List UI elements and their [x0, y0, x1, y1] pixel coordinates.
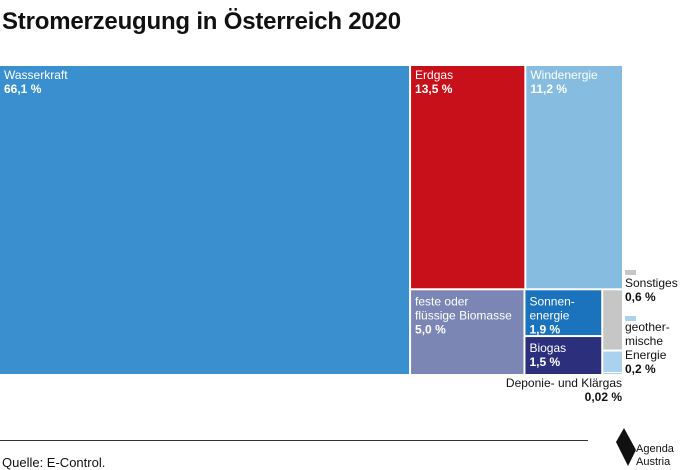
label-geothermie-2: Energie [625, 348, 667, 362]
tile-sonstiges [603, 290, 622, 350]
value-deponie: 0,02 % [585, 390, 623, 404]
label-biogas: Biogas [529, 341, 566, 355]
logo-mark-icon [616, 428, 636, 466]
tile-sonnenenergie [525, 290, 602, 336]
tile-windenergie [526, 66, 622, 289]
tile-biogas [525, 337, 602, 374]
label-sonnenenergie-1: energie [529, 308, 569, 322]
tile-deponie [603, 373, 622, 374]
label-sonstiges: Sonstiges [625, 276, 678, 290]
footer-divider [0, 440, 588, 441]
label-windenergie: Windenergie [530, 68, 598, 82]
value-biogas: 1,5 % [529, 355, 560, 369]
value-wasserkraft: 66,1 % [4, 82, 42, 96]
value-windenergie: 11,2 % [530, 82, 567, 96]
legend-swatch-geothermie [625, 316, 636, 321]
value-geothermie: 0,2 % [625, 362, 656, 376]
source-note: Quelle: E-Control. [2, 455, 106, 470]
tile-wasserkraft [0, 66, 410, 374]
value-biomasse: 5,0 % [415, 322, 446, 336]
label-erdgas: Erdgas [415, 68, 453, 82]
label-sonnenenergie: Sonnen- [529, 294, 574, 308]
logo-text-line2: Austria [636, 456, 671, 468]
label-biomasse: feste oder [415, 294, 468, 308]
label-geothermie: geother- [625, 320, 670, 334]
label-biomasse-1: flüssige Biomasse [415, 308, 512, 322]
value-sonnenenergie: 1,9 % [529, 322, 560, 336]
legend-swatch-sonstiges [625, 270, 636, 275]
value-sonstiges: 0,6 % [625, 290, 656, 304]
label-geothermie-1: mische [625, 334, 663, 348]
label-wasserkraft: Wasserkraft [4, 68, 68, 82]
tile-biomasse [411, 290, 524, 374]
tile-geothermie [603, 351, 622, 372]
value-erdgas: 13,5 % [415, 82, 453, 96]
logo-text-line1: Agenda [636, 443, 675, 455]
label-deponie: Deponie- und Klärgas [506, 376, 622, 390]
tile-erdgas [411, 66, 525, 289]
chart-title: Stromerzeugung in Österreich 2020 [2, 8, 401, 35]
agenda-austria-logo: Agenda Austria [616, 428, 675, 468]
